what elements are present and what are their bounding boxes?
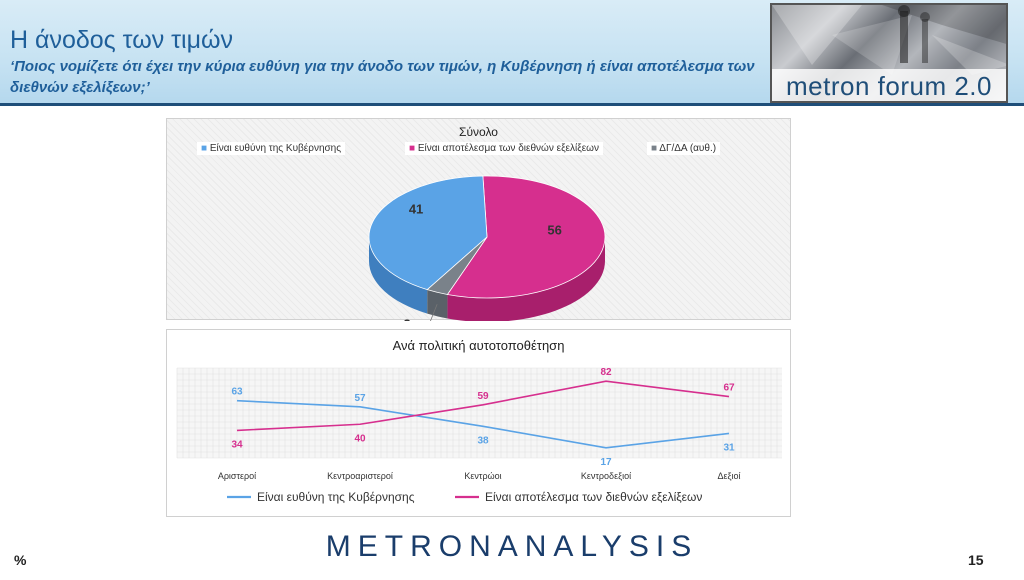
unit-label: % (14, 552, 27, 568)
line-series-government (236, 399, 730, 449)
pie-legend: ■ Είναι ευθύνη της Κυβέρνησης ■ Είναι απ… (197, 142, 777, 158)
pie-side-international (447, 237, 605, 321)
pie-slice-government (368, 175, 488, 291)
logo-text: metron forum 2.0 (772, 69, 1006, 101)
pie-legend-item-international: ■ Είναι αποτέλεσμα των διεθνών εξελίξεων (405, 142, 603, 155)
x-tick-label: Αριστεροί (218, 471, 256, 481)
legend-label-government: Είναι ευθύνη της Κυβέρνησης (257, 490, 415, 504)
x-tick-label: Κεντρώοι (464, 471, 501, 481)
metron-forum-logo: metron forum 2.0 (770, 3, 1008, 103)
pie-label-dk: 3 (404, 316, 411, 321)
line-label-government: 17 (600, 457, 612, 468)
x-tick-label: Δεξιοί (717, 471, 740, 481)
line-label-government: 38 (477, 435, 489, 446)
line-chart-panel: 63 57 38 17 31 34 40 59 82 67 Αριστεροί Κεντροαριστ… (166, 329, 791, 517)
line-label-government: 31 (723, 442, 735, 453)
line-label-government: 63 (231, 387, 243, 398)
x-tick-label: Κεντροαριστεροί (327, 471, 393, 481)
pie-legend-label-dk: ΔΓ/ΔΑ (αυθ.) (659, 143, 717, 154)
pie-legend-item-dk: ■ ΔΓ/ΔΑ (αυθ.) (647, 142, 721, 155)
metron-analysis-brand: METRONANALYSIS (325, 530, 699, 563)
pie-chart-title: Σύνολο (459, 125, 498, 139)
question-subtitle: ‘Ποιος νομίζετε ότι έχει την κύρια ευθύν… (10, 58, 755, 96)
pie-side-dk (427, 289, 448, 319)
legend-label-international: Είναι αποτέλεσμα των διεθνών εξελίξεων (485, 490, 702, 504)
line-chart-title: Ανά πολιτική αυτοτοποθέτηση (392, 338, 565, 353)
pie-legend-label-international: Είναι αποτέλεσμα των διεθνών εξελίξεων (417, 143, 599, 154)
line-label-international: 67 (723, 383, 735, 394)
header-banner: Η άνοδος των τιμών ‘Ποιος νομίζετε ότι έ… (0, 0, 1024, 106)
line-label-government: 57 (354, 393, 366, 404)
logo-background-pattern (772, 5, 1006, 75)
pie-label-international: 56 (547, 222, 561, 237)
pie-slice-dk (426, 236, 488, 295)
line-chart-svg: 63 57 38 17 31 34 40 59 82 67 Αριστεροί Κεντροαριστ… (176, 367, 782, 504)
pie-slice-international (446, 175, 606, 299)
x-tick-label: Κεντροδεξιοί (581, 471, 631, 481)
pie-legend-item-government: ■ Είναι ευθύνη της Κυβέρνησης (197, 142, 346, 155)
line-grid (176, 367, 782, 459)
page-title: Η άνοδος των τιμών (10, 26, 234, 54)
pie-leader-dk (430, 304, 438, 321)
line-label-international: 82 (600, 367, 612, 378)
line-label-international: 34 (231, 439, 243, 450)
line-series-international (236, 380, 730, 432)
page-number: 15 (968, 552, 984, 568)
pie-side-government (369, 237, 428, 314)
pie-chart-panel: Σύνολο ■ Είναι ευθύνη της Κυβέρνησης ■ Ε… (166, 118, 791, 321)
pie-legend-label-government: Είναι ευθύνη της Κυβέρνησης (209, 143, 342, 154)
pie-chart-svg: 56 41 3 (368, 175, 606, 321)
line-label-international: 59 (477, 391, 489, 402)
line-label-international: 40 (354, 433, 366, 444)
pie-label-government: 41 (409, 202, 423, 217)
